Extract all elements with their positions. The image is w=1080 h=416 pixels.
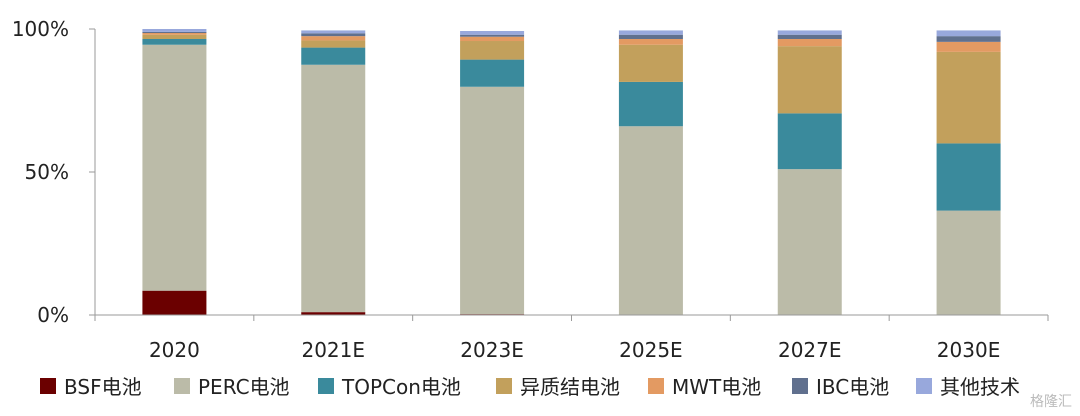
legend-swatch: [648, 378, 664, 394]
legend-swatch: [318, 378, 334, 394]
bar-stack-2020: [142, 29, 207, 315]
bar-segment: [460, 36, 525, 42]
bar-segment: [936, 143, 1001, 211]
x-tick-label: 2020: [149, 338, 200, 362]
bar-segment: [301, 40, 366, 48]
legend-swatch: [496, 378, 512, 394]
y-tick-label: 50%: [25, 160, 69, 184]
bar-segment: [301, 33, 366, 37]
bar-segment: [936, 30, 1001, 37]
bar-segment: [142, 31, 207, 34]
bar-segment: [618, 126, 683, 316]
legend-item: TOPCon电池: [318, 375, 461, 399]
legend-item: IBC电池: [792, 375, 889, 399]
bar-segment: [777, 46, 842, 114]
legend-swatch: [792, 378, 808, 394]
legend-item: MWT电池: [648, 375, 761, 399]
bar-segment: [777, 39, 842, 47]
y-tick-label: 100%: [12, 17, 69, 41]
y-tick-label: 0%: [37, 303, 69, 327]
legend-item: 异质结电池: [496, 375, 620, 399]
legend-swatch: [40, 378, 56, 394]
bar-segment: [618, 39, 683, 45]
bar-stack-2021E: [301, 30, 366, 315]
x-tick-label: 2025E: [619, 338, 683, 362]
bar-segment: [936, 41, 1001, 52]
bar-segment: [460, 41, 525, 60]
legend-label: BSF电池: [64, 375, 142, 399]
bar-segment: [777, 30, 842, 35]
x-tick-label: 2021E: [301, 338, 365, 362]
bar-segment: [777, 113, 842, 170]
bar-segment: [142, 29, 207, 32]
legend-label: TOPCon电池: [341, 375, 461, 399]
bar-segment: [460, 59, 525, 87]
bar-stack-2027E: [777, 30, 842, 315]
bar-segment: [460, 86, 525, 315]
bar-segment: [936, 36, 1001, 42]
legend-label: PERC电池: [198, 375, 290, 399]
bar-segment: [618, 30, 683, 35]
bar-segment: [777, 169, 842, 315]
bar-segment: [142, 290, 207, 315]
legend-item: BSF电池: [40, 375, 142, 399]
bar-segment: [301, 36, 366, 41]
legend-label: 异质结电池: [520, 375, 620, 399]
bar-segment: [777, 34, 842, 40]
bar-segment: [142, 34, 207, 40]
bar-segment: [301, 312, 366, 315]
y-axis: 0% 50% 100%: [12, 17, 96, 327]
bar-segment: [618, 81, 683, 127]
bar-segment: [142, 39, 207, 45]
legend-swatch: [174, 378, 190, 394]
bar-segment: [301, 64, 366, 313]
legend-label: IBC电池: [816, 375, 889, 399]
bar-segment: [936, 51, 1001, 144]
x-tick-label: 2023E: [460, 338, 524, 362]
x-axis: 2020 2021E 2023E 2025E 2027E 2030E: [94, 314, 1049, 362]
bar-segment: [618, 44, 683, 82]
x-tick-label: 2030E: [937, 338, 1001, 362]
legend: BSF电池 PERC电池 TOPCon电池 异质结电池 MWT电池 IBC电池 其他技术: [40, 375, 1020, 399]
watermark-text: 格隆汇: [1030, 394, 1072, 410]
bar-stack-2023E: [460, 31, 525, 315]
bar-segment: [301, 30, 366, 34]
legend-label: MWT电池: [672, 375, 761, 399]
legend-label: 其他技术: [940, 375, 1020, 399]
legend-swatch: [916, 378, 932, 394]
legend-item: 其他技术: [916, 375, 1020, 399]
bar-segment: [460, 34, 525, 37]
bar-segment: [936, 210, 1001, 315]
bar-segment: [618, 34, 683, 40]
bar-stack-2030E: [936, 30, 1001, 315]
bar-segment: [142, 44, 207, 291]
x-tick-label: 2027E: [778, 338, 842, 362]
bar-stack-2025E: [618, 30, 683, 316]
legend-item: PERC电池: [174, 375, 290, 399]
bar-segment: [301, 47, 366, 65]
bars: [142, 29, 1001, 316]
bar-segment: [460, 31, 525, 35]
bar-segment: [142, 33, 207, 35]
